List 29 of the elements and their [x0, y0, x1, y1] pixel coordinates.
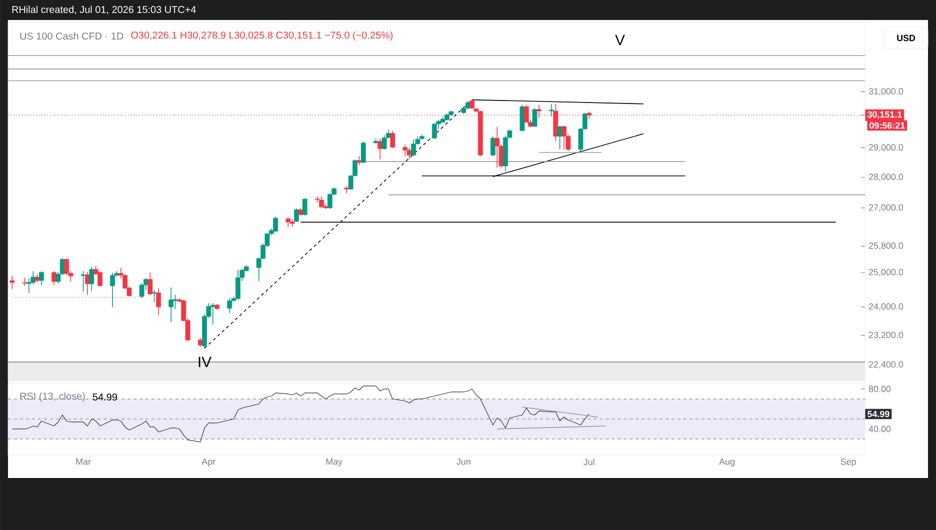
y-tick-label: 29,000.0	[868, 144, 904, 152]
x-tick-label: Jul	[584, 458, 594, 466]
text: 09:56:21	[870, 122, 905, 129]
text: RSI (13, close)	[20, 392, 85, 402]
x-tick-label: Apr	[202, 458, 216, 467]
y-tick-label: 28,000.0	[868, 174, 904, 182]
y-tick-label: 54.99	[867, 410, 890, 418]
y-tick-label: 40.00	[868, 426, 891, 432]
y-tick-label: 24,000.0	[868, 303, 904, 311]
y-tick-label: 25,800.0	[868, 242, 904, 250]
y-tick-label: 80.00	[868, 386, 891, 392]
text: 54.99	[92, 393, 117, 401]
x-tick-label: Aug	[719, 458, 734, 467]
y-tick-label: 31,000.0	[868, 88, 904, 96]
text: RHilal created, Jul 01, 2026 15:03 UTC+4	[12, 6, 196, 14]
text: USD	[897, 34, 916, 42]
text: US 100 Cash CFD · 1D	[20, 32, 124, 40]
y-tick-label: 30,151.1	[867, 111, 902, 119]
x-tick-label: Mar	[76, 458, 91, 465]
y-tick-label: 23,200.0	[868, 332, 904, 340]
text: O30,226.1 H30,278.9 L30,025.8 C30,151.1 −75.0 (−0.25%)	[131, 31, 393, 41]
x-tick-label: Sep	[840, 458, 856, 467]
x-tick-label: May	[326, 458, 343, 467]
y-tick-label: 25,000.0	[868, 268, 904, 276]
annotation: V	[615, 34, 625, 46]
y-tick-label: 27,000.0	[868, 204, 904, 212]
annotation: IV	[198, 356, 212, 368]
y-tick-label: 22,400.0	[868, 361, 904, 369]
x-tick-label: Jun	[456, 458, 470, 465]
